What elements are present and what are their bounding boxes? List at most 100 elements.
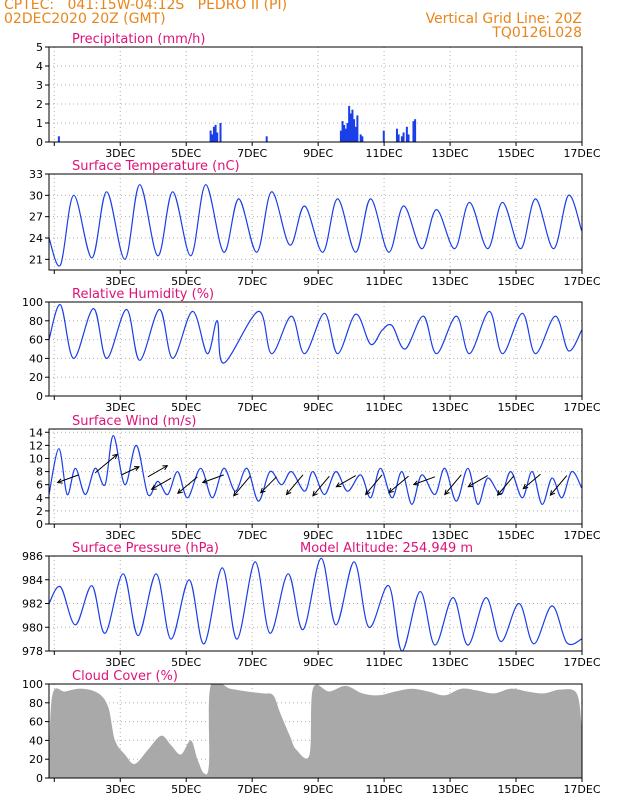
y-tick-label: 984 <box>22 574 43 587</box>
wind-arrow <box>233 475 251 497</box>
panel-title-precip: Precipitation (mm/h) <box>72 32 205 47</box>
y-tick-label: 60 <box>29 334 43 347</box>
x-tick-label: 9DEC <box>303 656 333 669</box>
x-tick-label: 17DEC <box>563 656 600 669</box>
series-pressure <box>49 557 582 651</box>
wind-arrow-head <box>162 465 169 471</box>
panel-frame <box>48 301 583 397</box>
wind-arrow-head <box>259 487 266 494</box>
wind-arrow-head <box>364 489 371 496</box>
x-tick-label: 11DEC <box>366 783 403 796</box>
y-tick-label: 3 <box>36 79 43 92</box>
x-tick-label: 11DEC <box>366 656 403 669</box>
precip-bar <box>356 115 359 142</box>
wind-arrow <box>388 475 409 494</box>
wind-arrow <box>260 476 277 494</box>
wind-arrow <box>177 476 198 494</box>
precip-bar <box>349 113 352 142</box>
precip-bar <box>216 132 219 142</box>
y-tick-label: 100 <box>22 678 43 691</box>
y-tick-label: 982 <box>22 598 43 611</box>
y-tick-label: 8 <box>36 466 43 479</box>
x-tick-label: 13DEC <box>432 783 469 796</box>
y-tick-label: 14 <box>29 426 43 439</box>
y-tick-label: 80 <box>29 315 43 328</box>
precip-bar <box>348 105 351 142</box>
wind-arrow <box>121 466 140 476</box>
precip-bar <box>382 130 385 142</box>
wind-arrow <box>413 476 436 485</box>
y-tick-label: 24 <box>29 232 43 245</box>
precip-bar <box>354 126 357 142</box>
panel-frame <box>48 555 583 652</box>
x-tick-label: 9DEC <box>303 147 333 160</box>
precip-bar <box>339 130 342 142</box>
precip-bar <box>395 128 398 142</box>
header-code: TQ0126L028 <box>492 25 582 41</box>
y-tick-label: 100 <box>22 296 43 309</box>
precip-bar <box>412 121 415 142</box>
x-tick-label: 7DEC <box>237 275 267 288</box>
panel-title-rh: Relative Humidity (%) <box>72 287 214 302</box>
x-tick-label: 9DEC <box>303 783 333 796</box>
x-tick-label: 17DEC <box>563 401 600 414</box>
precip-bar <box>361 136 364 142</box>
x-tick-label: 3DEC <box>105 529 135 542</box>
panel-cloud: 0 20 40 60 80 100 3DEC 5DEC 7DEC 9DEC 11DEC 13DEC 15… <box>22 669 601 796</box>
x-tick-label: 5DEC <box>171 401 201 414</box>
wind-arrow-head <box>412 480 419 486</box>
precip-bar <box>57 136 60 142</box>
y-tick-label: 4 <box>36 492 43 505</box>
x-tick-label: 9DEC <box>303 529 333 542</box>
x-tick-label: 3DEC <box>105 275 135 288</box>
y-tick-label: 20 <box>29 371 43 384</box>
x-tick-label: 11DEC <box>366 275 403 288</box>
x-tick-label: 11DEC <box>366 147 403 160</box>
wind-arrow-head <box>201 478 208 484</box>
y-tick-label: 21 <box>29 253 43 266</box>
x-tick-label: 17DEC <box>563 529 600 542</box>
y-tick-label: 4 <box>36 60 43 73</box>
wind-arrow <box>444 474 462 495</box>
panel-precip: 0 1 2 3 4 5 3DEC 5DEC 7DEC 9DEC 11DEC 13DEC 15DEC 17D… <box>36 32 601 160</box>
panel-frame <box>48 683 583 779</box>
x-tick-label: 17DEC <box>563 275 600 288</box>
y-tick-label: 5 <box>36 41 43 54</box>
panel-pressure: 978 980 982 984 986 3DEC 5DEC 7DEC 9DEC 11DEC 13DE… <box>22 541 601 669</box>
wind-arrow-head <box>112 453 119 460</box>
precip-bar <box>351 109 354 142</box>
series-cloud <box>49 684 582 778</box>
x-tick-label: 7DEC <box>237 656 267 669</box>
rh-line <box>49 304 582 364</box>
x-tick-label: 7DEC <box>237 401 267 414</box>
y-tick-label: 80 <box>29 697 43 710</box>
wind-arrow-head <box>233 490 239 497</box>
y-tick-label: 40 <box>29 352 43 365</box>
precip-bar <box>346 123 349 142</box>
y-tick-label: 1 <box>36 117 43 130</box>
y-tick-label: 6 <box>36 479 43 492</box>
precip-bar <box>209 130 212 142</box>
wind-arrow-head <box>312 490 318 497</box>
precip-bar <box>414 119 417 142</box>
wind-arrow <box>522 473 541 489</box>
wind-arrow-head <box>496 490 503 496</box>
x-tick-label: 17DEC <box>563 783 600 796</box>
wind-arrow-head <box>549 490 556 496</box>
precip-bar <box>359 134 362 142</box>
x-tick-label: 7DEC <box>237 147 267 160</box>
header-line-1: CPTEC: 041:15W-04:12S PEDRO II (PI) <box>4 0 288 13</box>
precip-bar <box>407 134 410 142</box>
x-tick-label: 15DEC <box>497 401 534 414</box>
x-tick-label: 15DEC <box>497 783 534 796</box>
header-line-2: 02DEC2020 20Z (GMT) <box>4 11 166 27</box>
x-tick-label: 5DEC <box>171 783 201 796</box>
x-tick-label: 13DEC <box>432 656 469 669</box>
panel-frame <box>48 428 583 525</box>
x-tick-label: 5DEC <box>171 656 201 669</box>
panel-temp: 21 24 27 30 33 3DEC 5DEC 7DEC 9DEC 11DEC 13DEC 15DE… <box>29 159 601 288</box>
x-tick-label: 9DEC <box>303 275 333 288</box>
precip-bar <box>214 124 217 142</box>
